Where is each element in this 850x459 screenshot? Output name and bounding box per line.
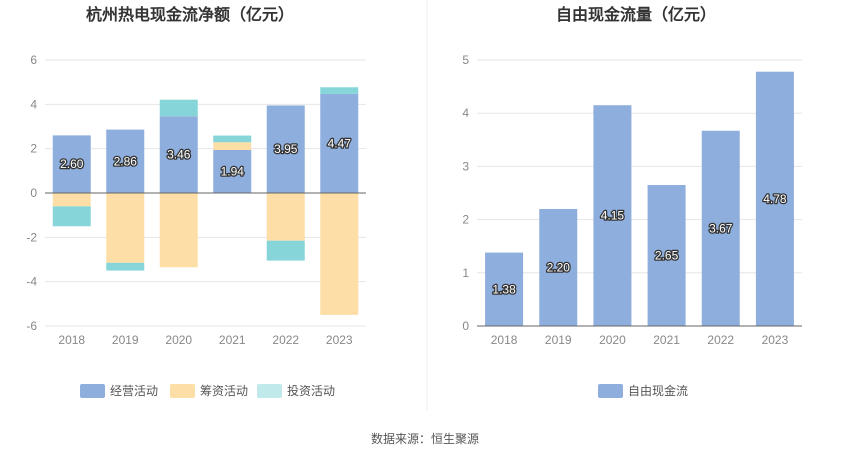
- data-label-operating: 2.60: [60, 157, 84, 171]
- bar-operating: [52, 135, 91, 193]
- y-tick-label: 5: [462, 53, 469, 67]
- data-label-fcf: 3.67: [709, 221, 733, 235]
- bar-free-cashflow: [755, 71, 794, 326]
- legend-label[interactable]: 筹资活动: [200, 384, 248, 398]
- x-tick-label: 2020: [599, 333, 626, 347]
- bar-operating: [320, 93, 359, 193]
- x-tick-label: 2022: [272, 333, 299, 347]
- y-tick-label: 4: [30, 97, 37, 111]
- data-label-operating: 1.94: [221, 164, 245, 178]
- fcf-legend: 自由现金流: [598, 383, 688, 398]
- y-tick-label: 0: [462, 319, 469, 333]
- cashflow-legend: 经营活动 筹资活动 投资活动: [80, 383, 335, 398]
- bar-operating: [213, 149, 252, 193]
- bar-investing: [266, 240, 305, 261]
- x-tick-label: 2021: [653, 333, 680, 347]
- x-tick-label: 2018: [58, 333, 85, 347]
- legend-swatch[interactable]: [80, 384, 105, 398]
- x-tick-label: 2022: [707, 333, 734, 347]
- bar-operating: [266, 105, 305, 193]
- bar-operating: [106, 129, 145, 193]
- data-label-fcf: 2.20: [547, 260, 571, 274]
- bar-free-cashflow: [647, 185, 686, 326]
- bar-operating: [159, 116, 198, 193]
- data-label-fcf: 2.65: [655, 249, 679, 263]
- y-tick-label: 1: [462, 266, 469, 280]
- bar-investing: [159, 99, 198, 117]
- bar-investing: [52, 206, 91, 227]
- chart-title-fcf: 自由现金流量（亿元）: [556, 5, 716, 24]
- data-source: 数据来源：恒生聚源: [371, 431, 479, 446]
- legend-label[interactable]: 投资活动: [287, 383, 335, 398]
- legend-swatch[interactable]: [170, 384, 195, 398]
- y-tick-label: 6: [30, 53, 37, 67]
- legend-label[interactable]: 经营活动: [110, 384, 158, 398]
- y-tick-label: -6: [26, 319, 37, 333]
- legend-label[interactable]: 自由现金流: [628, 383, 688, 398]
- y-tick-label: 0: [30, 186, 37, 200]
- bar-financing: [320, 193, 359, 315]
- data-label-fcf: 4.15: [601, 209, 625, 223]
- bar-investing: [320, 87, 359, 94]
- data-label-fcf: 4.78: [763, 192, 787, 206]
- bar-investing: [106, 262, 145, 271]
- x-tick-label: 2023: [762, 333, 789, 347]
- chart-title-cashflow: 杭州热电现金流净额（亿元）: [86, 5, 294, 24]
- y-tick-label: -4: [26, 275, 37, 289]
- bar-financing: [213, 142, 252, 150]
- legend-swatch[interactable]: [598, 384, 623, 398]
- y-tick-label: -2: [26, 230, 37, 244]
- y-tick-label: 4: [462, 106, 469, 120]
- data-label-operating: 3.95: [274, 142, 298, 156]
- data-label-operating: 4.47: [328, 136, 352, 150]
- x-tick-label: 2021: [219, 333, 246, 347]
- bar-financing: [159, 193, 198, 268]
- bar-financing: [52, 193, 91, 207]
- data-label-operating: 2.86: [114, 154, 138, 168]
- bar-free-cashflow: [485, 252, 524, 326]
- bar-financing: [106, 193, 145, 263]
- bar-free-cashflow: [593, 105, 632, 326]
- legend-swatch[interactable]: [257, 384, 282, 398]
- data-label-operating: 3.46: [167, 148, 191, 162]
- y-tick-label: 2: [462, 213, 469, 227]
- x-tick-label: 2019: [545, 333, 572, 347]
- bar-financing: [266, 193, 305, 241]
- x-tick-label: 2020: [165, 333, 192, 347]
- x-tick-label: 2018: [491, 333, 518, 347]
- bar-investing: [213, 135, 252, 143]
- y-tick-label: 2: [30, 142, 37, 156]
- x-tick-label: 2023: [326, 333, 353, 347]
- x-tick-label: 2019: [112, 333, 139, 347]
- free-cashflow-chart: 5 4 3 2 1 0 1.38 2018 2.20 2019 4.15 2020 2.65 2021 3.…: [462, 53, 802, 347]
- cashflow-chart: 6 4 2 0 -2 -4 -6 2018 2.60 2019 2.86 2020 3.46 2021 1.…: [26, 53, 366, 347]
- bar-free-cashflow: [539, 208, 578, 326]
- y-tick-label: 3: [462, 159, 469, 173]
- data-label-fcf: 1.38: [492, 282, 516, 296]
- bar-free-cashflow: [701, 130, 740, 326]
